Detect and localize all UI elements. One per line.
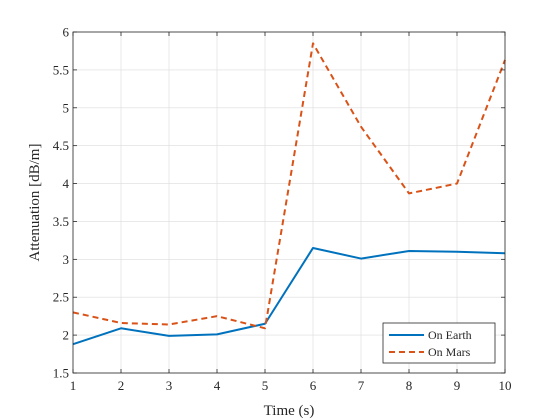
legend-label: On Mars bbox=[428, 345, 471, 359]
x-tick-label: 8 bbox=[406, 378, 413, 393]
y-tick-label: 5 bbox=[63, 100, 70, 115]
y-tick-label: 6 bbox=[63, 25, 70, 40]
y-tick-label: 5.5 bbox=[53, 62, 69, 77]
legend-box bbox=[382, 322, 496, 364]
y-tick-label: 4.5 bbox=[53, 138, 69, 153]
ticks: 1 2 3 4 5 6 7 8 9 10 1.5 2 2.5 3 3.5 4 4.5 5 5.5 6 bbox=[53, 25, 512, 394]
y-tick-label: 4 bbox=[63, 176, 70, 191]
x-tick-label: 4 bbox=[214, 378, 221, 393]
x-tick-label: 9 bbox=[454, 378, 461, 393]
plot-area bbox=[73, 32, 505, 373]
series-line-on-mars bbox=[72, 42, 506, 330]
y-tick-label: 3.5 bbox=[53, 214, 69, 229]
y-tick-label: 1.5 bbox=[53, 366, 69, 381]
x-tick-label: 2 bbox=[118, 378, 125, 393]
x-tick-label: 7 bbox=[358, 378, 365, 393]
x-axis-title: Time (s) bbox=[264, 403, 315, 419]
x-tick-label: 6 bbox=[310, 378, 317, 393]
x-tick-label: 3 bbox=[166, 378, 173, 393]
x-tick-label: 1 bbox=[70, 378, 77, 393]
series-line-on-earth bbox=[72, 246, 506, 346]
y-tick-label: 3 bbox=[63, 252, 70, 267]
y-tick-label: 2 bbox=[63, 328, 70, 343]
y-axis-title: Attenuation [dB/m] bbox=[27, 144, 43, 262]
x-tick-label: 5 bbox=[262, 378, 269, 393]
legend: On Earth On Mars bbox=[382, 322, 496, 364]
series-layer bbox=[72, 42, 506, 346]
legend-label: On Earth bbox=[428, 328, 472, 342]
plot-frame bbox=[72, 31, 506, 374]
x-tick-label: 10 bbox=[499, 378, 512, 393]
y-tick-label: 2.5 bbox=[53, 290, 69, 305]
